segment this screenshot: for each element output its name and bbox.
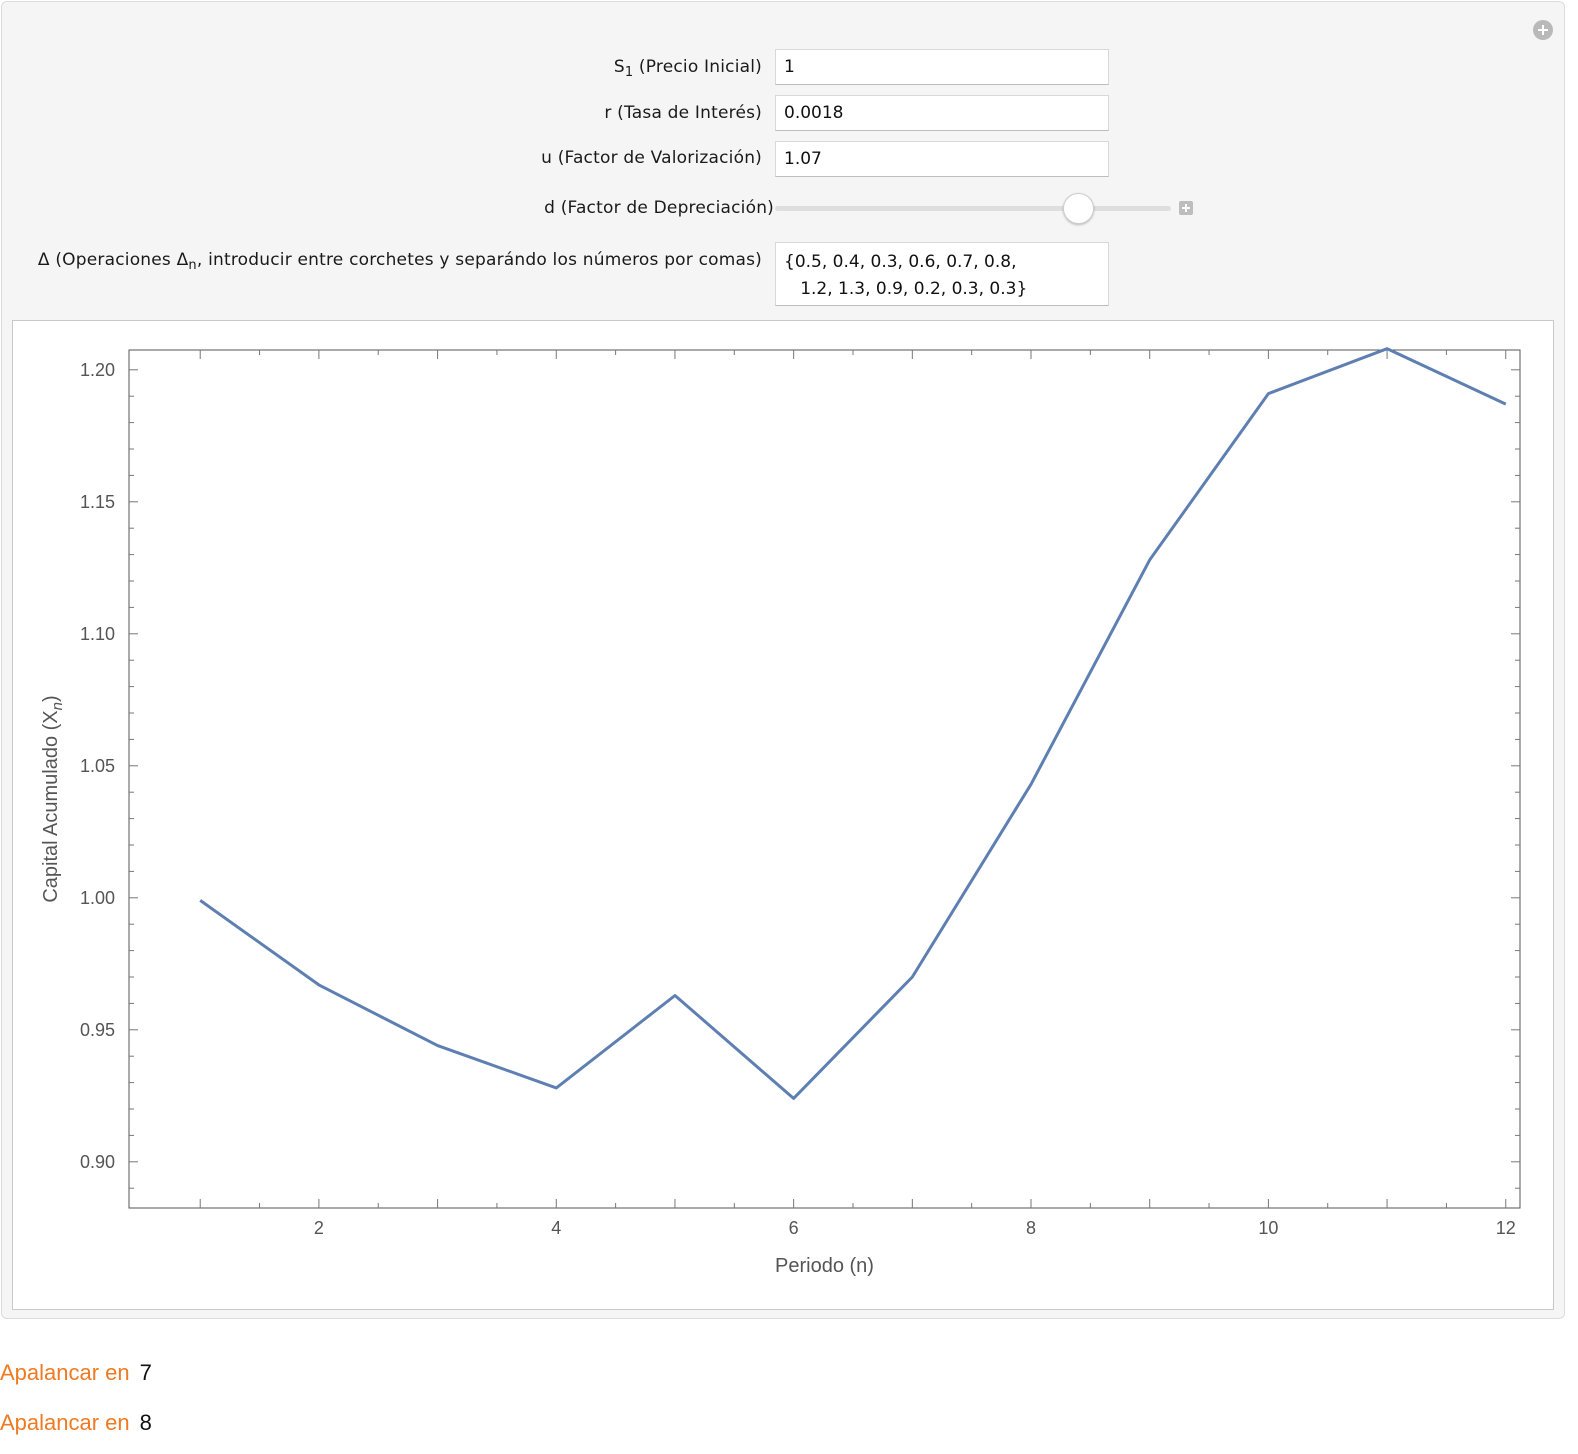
- s1-input[interactable]: 1: [775, 49, 1109, 85]
- x-axis-title: Periodo (n): [775, 1255, 874, 1277]
- y-tick-label: 0.90: [80, 1152, 115, 1172]
- output-line-1: Apalancar en 7: [0, 1360, 152, 1386]
- y-tick-label: 1.10: [80, 624, 115, 644]
- line-chart: 2 4 6 8 10 12 0.90 0.95 1.00 1.05 1.10 1.15 1.20 Per…: [40, 347, 1521, 1277]
- plot-area-frame: [128, 349, 1521, 1209]
- x-tick-label: 6: [789, 1218, 799, 1238]
- output-keyword: Apalancar en: [0, 1360, 130, 1385]
- delta-input[interactable]: {0.5, 0.4, 0.3, 0.6, 0.7, 0.8, 1.2, 1.3,…: [775, 242, 1109, 306]
- r-input[interactable]: 0.0018: [775, 95, 1109, 131]
- u-label: u (Factor de Valorización): [541, 148, 762, 168]
- y-tick-label: 1.15: [80, 492, 115, 512]
- slider-expand-icon[interactable]: [1179, 201, 1193, 215]
- d-label: d (Factor de Depreciación): [544, 198, 774, 218]
- x-tick-label: 12: [1496, 1218, 1516, 1238]
- plot-frame: 2 4 6 8 10 12 0.90 0.95 1.00 1.05 1.10 1.15 1.20 Per…: [12, 320, 1554, 1310]
- d-slider-thumb[interactable]: [1063, 193, 1095, 224]
- s1-label: S1 (Precio Inicial): [613, 57, 762, 80]
- x-tick-label: 10: [1258, 1218, 1278, 1238]
- y-axis-title: Capital Acumulado (Xn): [40, 695, 66, 902]
- series-line: [199, 347, 1507, 1100]
- add-icon[interactable]: [1533, 20, 1553, 40]
- delta-label: Δ (Operaciones Δn, introducir entre corc…: [37, 250, 762, 273]
- output-value: 7: [139, 1360, 152, 1385]
- y-tick-label: 0.95: [80, 1020, 115, 1040]
- output-value: 8: [139, 1410, 152, 1435]
- y-tick-label: 1.05: [80, 756, 115, 776]
- x-tick-label: 2: [314, 1218, 324, 1238]
- x-tick-label: 4: [551, 1218, 561, 1238]
- x-tick-label: 8: [1026, 1218, 1036, 1238]
- plot-ticks: 2 4 6 8 10 12 0.90 0.95 1.00 1.05 1.10 1.15 1.20: [80, 350, 1520, 1238]
- r-label: r (Tasa de Interés): [604, 103, 762, 123]
- plot-axes: [128, 349, 1521, 1209]
- d-slider-track[interactable]: [775, 206, 1171, 211]
- y-tick-label: 1.00: [80, 888, 115, 908]
- output-keyword: Apalancar en: [0, 1410, 130, 1435]
- u-input[interactable]: 1.07: [775, 141, 1109, 177]
- y-tick-label: 1.20: [80, 360, 115, 380]
- output-line-2: Apalancar en 8: [0, 1410, 152, 1436]
